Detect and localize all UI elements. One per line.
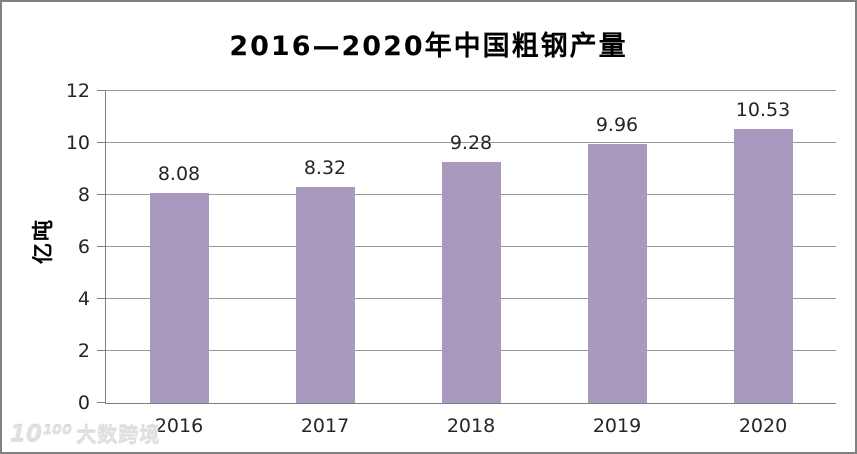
y-tick-mark-12 xyxy=(97,90,106,91)
x-tick-label-2017: 2017 xyxy=(300,415,350,437)
y-tick-label: 4 xyxy=(77,288,90,310)
x-tick-label-2018: 2018 xyxy=(446,415,496,437)
gridline-y-12 xyxy=(106,90,836,91)
value-label-2017: 8.32 xyxy=(303,156,347,179)
x-tick-label-2016: 2016 xyxy=(154,415,204,437)
value-label-2019: 9.96 xyxy=(595,114,639,137)
y-tick-mark-0 xyxy=(97,402,106,403)
watermark-text: 大数跨境 xyxy=(76,423,161,447)
bar-2019 xyxy=(587,144,647,403)
chart-title: 2016—2020年中国粗钢产量 xyxy=(229,31,628,62)
gridline-y-10 xyxy=(106,142,836,143)
value-label-2020: 10.53 xyxy=(735,99,791,122)
y-tick-mark-10 xyxy=(97,142,106,143)
y-tick-label: 6 xyxy=(77,236,90,258)
y-tick-label: 8 xyxy=(77,184,90,206)
y-tick-mark-6 xyxy=(97,246,106,247)
y-tick-mark-8 xyxy=(97,194,106,195)
bar-2017 xyxy=(295,186,355,403)
y-tick-label: 10 xyxy=(65,132,90,154)
x-tick-label-2020: 2020 xyxy=(738,415,788,437)
value-label-2016: 8.08 xyxy=(157,162,201,185)
y-tick-mark-4 xyxy=(97,298,106,299)
y-tick-label: 12 xyxy=(65,80,90,102)
bar-2018 xyxy=(441,161,501,403)
plot-area: 0 2 4 6 8 10 12 8.08 2016 8.32 2017 9.28 2018 9.96 201… xyxy=(66,81,836,437)
x-tick-label-2019: 2019 xyxy=(592,415,642,437)
bar-2016 xyxy=(149,192,209,403)
watermark-logo-icon: 10¹⁰⁰ xyxy=(10,422,73,448)
value-label-2018: 9.28 xyxy=(449,131,493,154)
y-tick-label: 0 xyxy=(77,392,90,414)
watermark: 10¹⁰⁰ 大数跨境 xyxy=(10,419,160,448)
y-tick-mark-2 xyxy=(97,350,106,351)
y-tick-label: 2 xyxy=(77,340,90,362)
bar-2020 xyxy=(733,129,793,403)
